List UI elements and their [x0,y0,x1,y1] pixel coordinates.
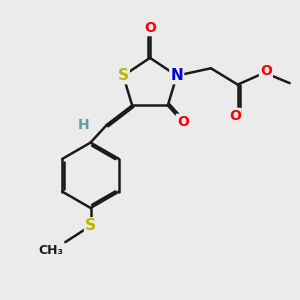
Text: S: S [85,218,96,233]
Text: O: O [177,115,189,129]
Text: N: N [170,68,183,83]
Text: O: O [260,64,272,78]
Text: O: O [144,21,156,35]
Text: H: H [77,118,89,132]
Text: O: O [229,109,241,123]
Text: CH₃: CH₃ [39,244,64,256]
Text: S: S [118,68,129,83]
